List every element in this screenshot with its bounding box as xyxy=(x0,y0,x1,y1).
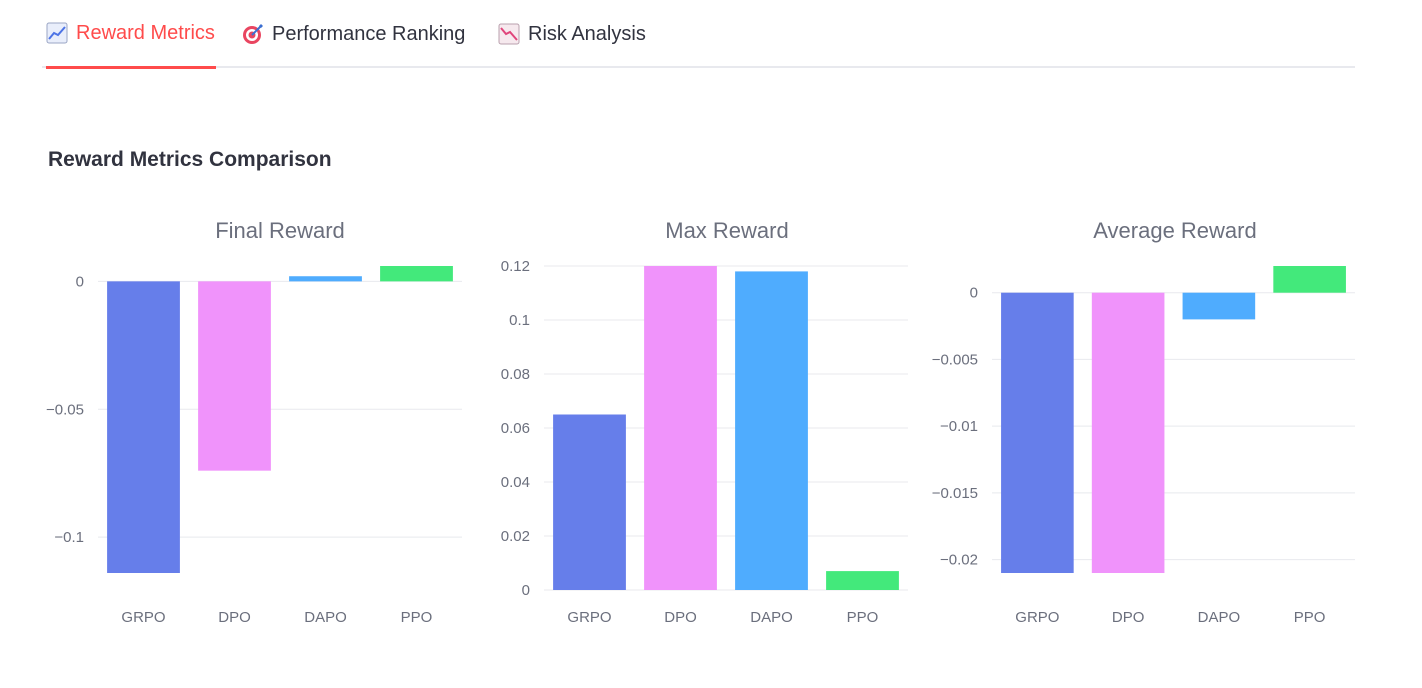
target-icon xyxy=(243,24,263,44)
chart-title: Final Reward xyxy=(215,218,345,243)
bar-grpo xyxy=(107,281,180,573)
tab-label: Reward Metrics xyxy=(76,21,215,44)
y-tick-label: −0.02 xyxy=(940,552,978,569)
bar-dapo xyxy=(289,276,362,282)
y-tick-label: 0.08 xyxy=(501,366,530,383)
tab-bar: Reward Metrics Performance Ranking Risk … xyxy=(42,0,1355,69)
y-tick-label: 0.12 xyxy=(501,258,530,275)
bar-ppo xyxy=(826,571,899,590)
y-tick-label: 0.04 xyxy=(501,474,530,491)
x-tick-label: DAPO xyxy=(750,609,793,626)
y-tick-label: −0.05 xyxy=(46,401,84,418)
x-tick-label: GRPO xyxy=(121,609,165,626)
y-tick-label: 0 xyxy=(970,285,978,302)
y-tick-label: −0.015 xyxy=(932,485,978,502)
tab-label: Performance Ranking xyxy=(272,22,466,45)
x-tick-label: DPO xyxy=(664,609,697,626)
x-tick-label: PPO xyxy=(847,609,879,626)
bar-dpo xyxy=(198,281,271,471)
y-tick-label: 0.02 xyxy=(501,528,530,545)
x-tick-label: GRPO xyxy=(567,609,611,626)
x-tick-label: DPO xyxy=(1112,609,1145,626)
tab-risk-analysis[interactable]: Risk Analysis xyxy=(498,0,646,68)
y-tick-label: −0.1 xyxy=(54,529,84,546)
x-tick-label: DPO xyxy=(218,609,251,626)
bar-grpo xyxy=(553,414,626,590)
y-tick-label: 0 xyxy=(522,582,530,599)
bar-grpo xyxy=(1001,292,1074,573)
tab-performance-ranking[interactable]: Performance Ranking xyxy=(242,0,465,68)
chart-title: Average Reward xyxy=(1093,218,1256,243)
bar-dpo xyxy=(1091,292,1165,573)
y-tick-label: −0.01 xyxy=(940,418,978,435)
x-tick-label: DAPO xyxy=(1198,609,1241,626)
y-tick-label: 0.06 xyxy=(501,420,530,437)
reward-metrics-charts: Final Reward 0 −0.05 −0.1 GRPO DPO DAPO PPO Max … xyxy=(46,218,1355,626)
tab-label: Risk Analysis xyxy=(528,22,646,45)
x-tick-label: DAPO xyxy=(304,609,347,626)
y-tick-label: 0.1 xyxy=(509,312,530,329)
tab-reward-metrics[interactable]: Reward Metrics xyxy=(46,0,216,69)
chart-title: Max Reward xyxy=(665,218,788,243)
bar-ppo xyxy=(380,266,453,282)
chart-increasing-icon xyxy=(46,22,68,44)
x-tick-label: PPO xyxy=(401,609,433,626)
bar-ppo xyxy=(1273,266,1346,293)
y-tick-label: −0.005 xyxy=(932,351,978,368)
bar-dapo xyxy=(735,271,808,590)
bar-dpo xyxy=(644,266,717,590)
chart-decreasing-icon xyxy=(498,23,520,45)
section-title: Reward Metrics Comparison xyxy=(48,148,332,171)
x-tick-label: PPO xyxy=(1294,609,1326,626)
x-tick-label: GRPO xyxy=(1015,609,1059,626)
bar-dapo xyxy=(1182,292,1256,320)
y-tick-label: 0 xyxy=(76,273,84,290)
